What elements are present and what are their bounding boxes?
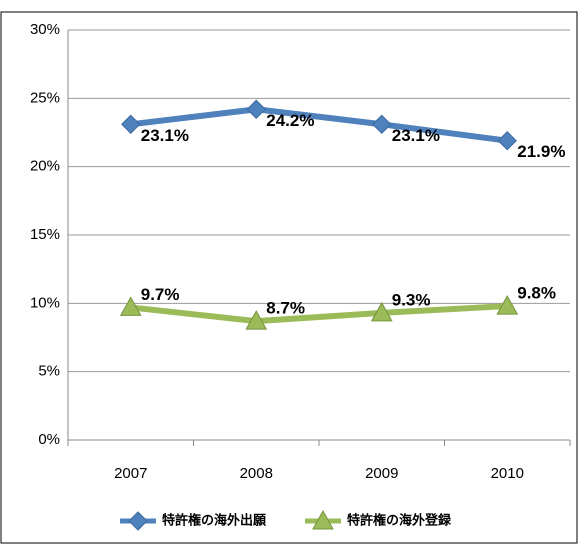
y-tick-label: 30%	[30, 21, 60, 38]
data-label: 24.2%	[266, 111, 314, 130]
x-tick-label: 2007	[114, 465, 147, 482]
data-point	[119, 296, 142, 316]
legend-label: 特許権の海外登録	[347, 513, 452, 529]
data-point	[370, 301, 393, 322]
data-point	[246, 99, 266, 119]
data-point	[496, 295, 519, 315]
y-tick-label: 5%	[38, 363, 60, 380]
data-point	[497, 130, 517, 151]
legend-marker	[128, 511, 148, 531]
data-label: 9.3%	[392, 290, 431, 309]
y-tick-label: 25%	[30, 89, 60, 106]
series-line	[130, 303, 508, 325]
y-tick-label: 20%	[30, 158, 60, 175]
data-label: 23.1%	[392, 126, 440, 145]
data-label: 21.9%	[517, 142, 565, 161]
data-label: 8.7%	[266, 299, 305, 318]
legend-label: 特許権の海外出願	[162, 513, 267, 529]
data-label: 23.1%	[141, 126, 189, 145]
legend-marker	[312, 509, 334, 530]
x-tick-label: 2009	[365, 465, 398, 482]
data-point	[372, 114, 392, 135]
y-tick-label: 15%	[30, 226, 60, 243]
data-point	[245, 310, 268, 330]
data-label: 9.7%	[141, 285, 180, 304]
series-line	[130, 106, 508, 144]
frame	[0, 11, 578, 544]
y-tick-label: 0%	[38, 431, 60, 448]
data-label: 9.8%	[517, 284, 556, 303]
data-point	[121, 114, 141, 135]
y-tick-label: 10%	[30, 294, 60, 311]
x-tick-label: 2008	[240, 465, 273, 482]
x-tick-label: 2010	[491, 465, 524, 482]
